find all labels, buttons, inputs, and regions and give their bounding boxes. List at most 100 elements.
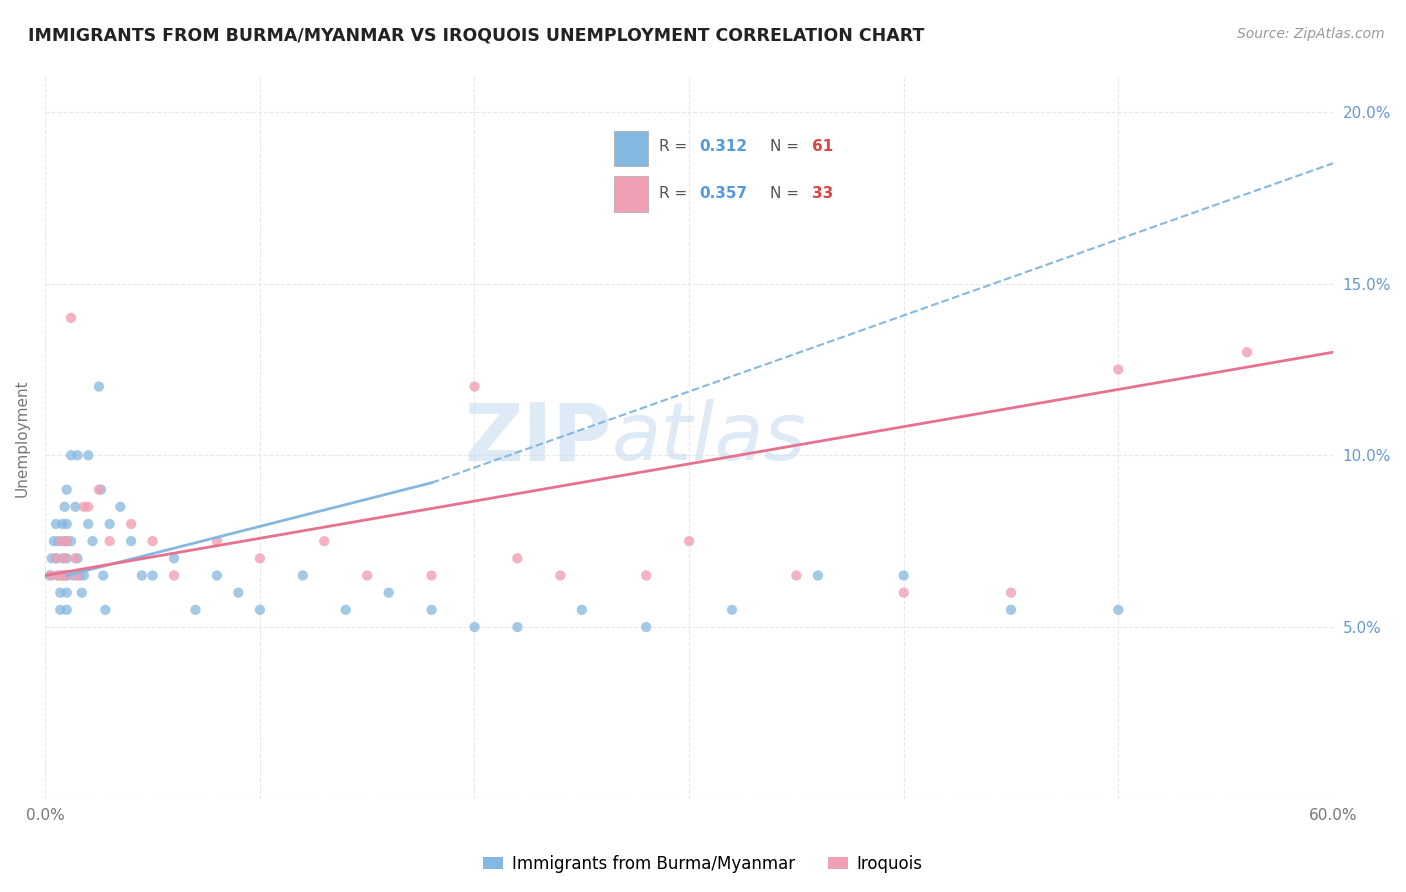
- Point: [87, 483, 110, 497]
- Point: [60, 534, 83, 549]
- Point: [60, 448, 83, 462]
- Point: [51, 551, 73, 566]
- Point: [249, 603, 271, 617]
- Point: [807, 568, 830, 582]
- Point: [70, 585, 93, 599]
- Point: [49, 603, 72, 617]
- Point: [184, 603, 207, 617]
- Point: [55, 585, 77, 599]
- Point: [45, 551, 67, 566]
- Point: [82, 534, 104, 549]
- Point: [463, 379, 485, 393]
- Point: [110, 500, 132, 514]
- Point: [77, 516, 100, 531]
- Point: [46, 568, 69, 582]
- Point: [41, 568, 63, 582]
- Point: [73, 568, 96, 582]
- Point: [66, 568, 89, 582]
- Point: [60, 310, 83, 325]
- Point: [51, 568, 73, 582]
- Point: [377, 585, 399, 599]
- Point: [55, 516, 77, 531]
- Point: [87, 379, 110, 393]
- Point: [46, 534, 69, 549]
- Point: [98, 534, 121, 549]
- Point: [45, 551, 67, 566]
- Legend: Immigrants from Burma/Myanmar, Iroquois: Immigrants from Burma/Myanmar, Iroquois: [477, 848, 929, 880]
- Point: [131, 568, 153, 582]
- Point: [65, 500, 87, 514]
- Point: [90, 483, 112, 497]
- Point: [1107, 603, 1129, 617]
- Point: [120, 516, 142, 531]
- Point: [1236, 345, 1258, 359]
- Point: [66, 551, 89, 566]
- Y-axis label: Unemployment: Unemployment: [15, 379, 30, 497]
- Point: [636, 568, 658, 582]
- Point: [55, 551, 77, 566]
- Point: [1000, 603, 1022, 617]
- Point: [420, 568, 443, 582]
- Point: [55, 534, 77, 549]
- Point: [506, 551, 529, 566]
- Point: [55, 483, 77, 497]
- Point: [51, 568, 73, 582]
- Point: [77, 500, 100, 514]
- Point: [42, 534, 65, 549]
- Point: [335, 603, 357, 617]
- Point: [91, 568, 114, 582]
- Point: [77, 448, 100, 462]
- Point: [550, 568, 572, 582]
- Point: [314, 534, 336, 549]
- Point: [62, 568, 84, 582]
- Point: [73, 500, 96, 514]
- Point: [205, 534, 228, 549]
- Point: [893, 568, 915, 582]
- Point: [506, 620, 529, 634]
- Point: [163, 551, 186, 566]
- Point: [636, 620, 658, 634]
- Point: [678, 534, 700, 549]
- Point: [45, 516, 67, 531]
- Point: [66, 448, 89, 462]
- Point: [228, 585, 250, 599]
- Point: [55, 568, 77, 582]
- Point: [249, 551, 271, 566]
- Point: [38, 568, 60, 582]
- Point: [41, 551, 63, 566]
- Text: atlas: atlas: [612, 399, 807, 477]
- Point: [463, 620, 485, 634]
- Point: [893, 585, 915, 599]
- Point: [55, 568, 77, 582]
- Point: [69, 568, 91, 582]
- Point: [1000, 585, 1022, 599]
- Point: [55, 534, 77, 549]
- Point: [291, 568, 314, 582]
- Point: [94, 603, 117, 617]
- Point: [142, 568, 165, 582]
- Point: [571, 603, 593, 617]
- Point: [46, 568, 69, 582]
- Point: [53, 568, 76, 582]
- Point: [420, 603, 443, 617]
- Point: [785, 568, 807, 582]
- Point: [356, 568, 378, 582]
- Point: [65, 551, 87, 566]
- Point: [98, 516, 121, 531]
- Point: [51, 516, 73, 531]
- Point: [53, 551, 76, 566]
- Point: [55, 603, 77, 617]
- Point: [142, 534, 165, 549]
- Point: [53, 534, 76, 549]
- Text: ZIP: ZIP: [464, 399, 612, 477]
- Point: [120, 534, 142, 549]
- Point: [721, 603, 744, 617]
- Point: [205, 568, 228, 582]
- Point: [53, 500, 76, 514]
- Text: Source: ZipAtlas.com: Source: ZipAtlas.com: [1237, 27, 1385, 41]
- Point: [1107, 362, 1129, 376]
- Point: [163, 568, 186, 582]
- Point: [49, 585, 72, 599]
- Point: [49, 534, 72, 549]
- Text: IMMIGRANTS FROM BURMA/MYANMAR VS IROQUOIS UNEMPLOYMENT CORRELATION CHART: IMMIGRANTS FROM BURMA/MYANMAR VS IROQUOI…: [28, 27, 925, 45]
